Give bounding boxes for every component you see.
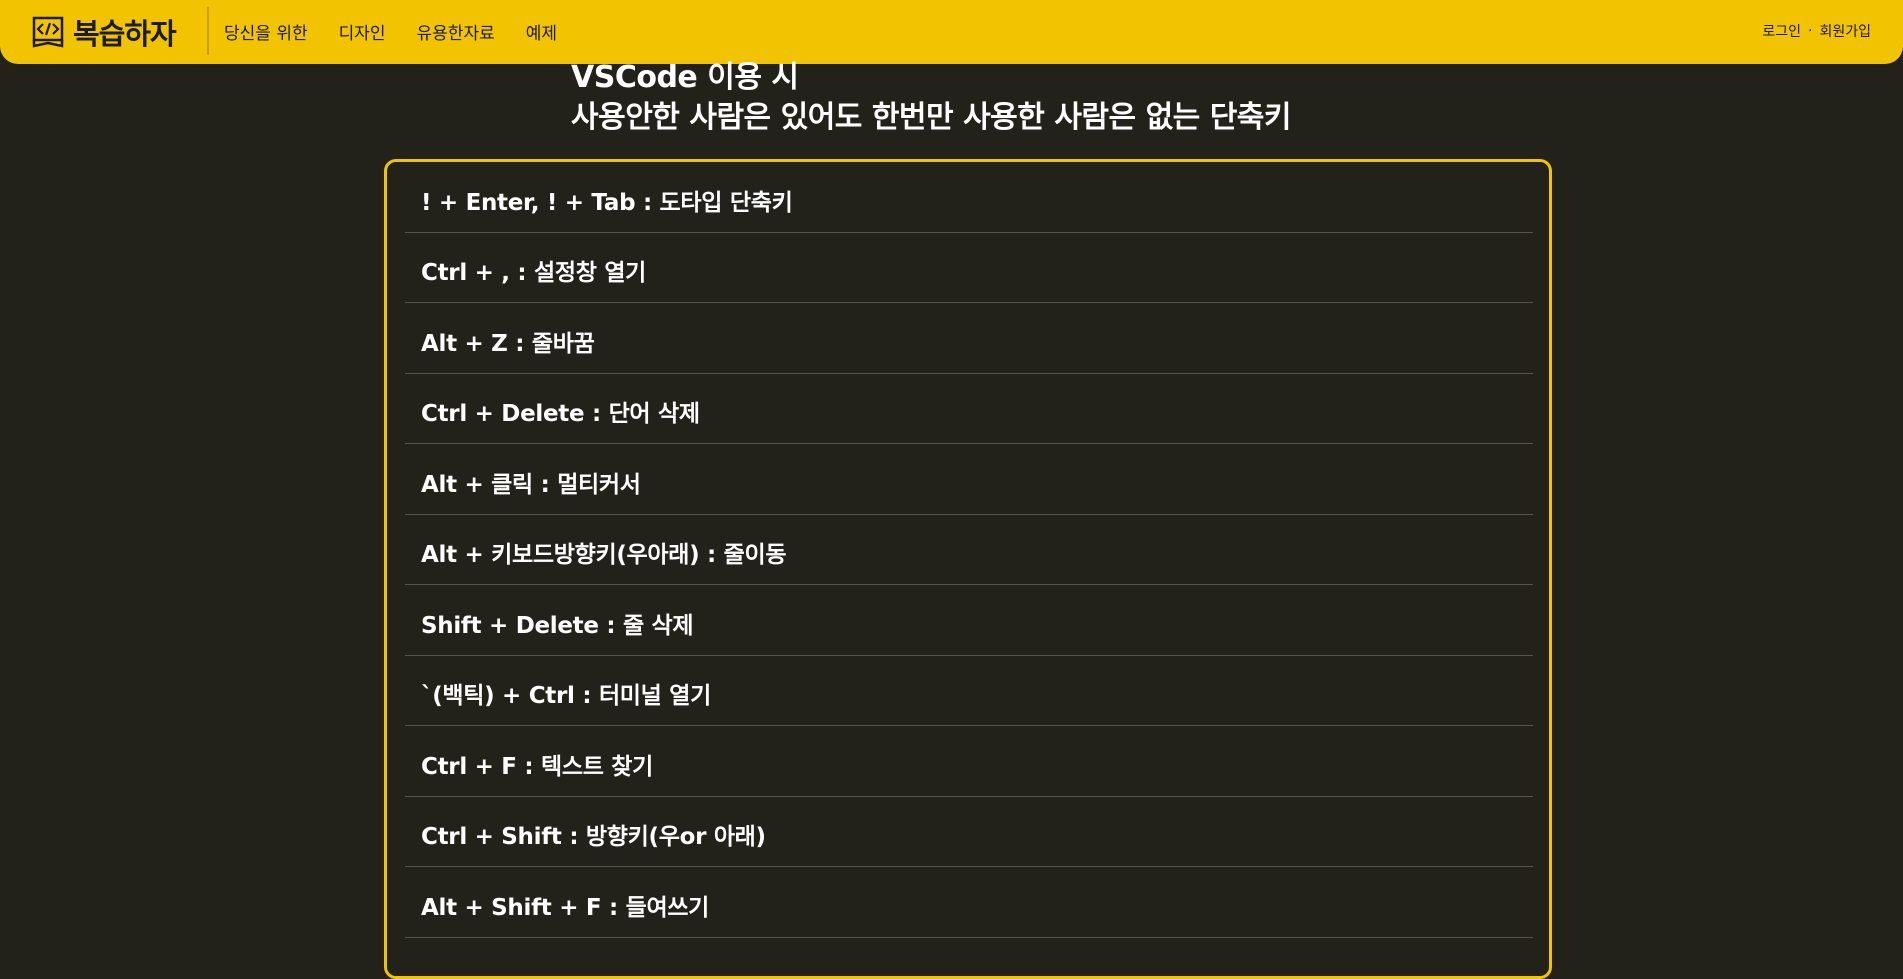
main-nav: 당신을 위한 디자인 유용한자료 예제 <box>224 0 588 62</box>
auth-links: 로그인 · 회원가입 <box>1762 0 1871 62</box>
shortcut-item: Ctrl + F : 텍스트 찾기 <box>405 726 1533 797</box>
shortcut-item: Shift + Delete : 줄 삭제 <box>405 585 1533 656</box>
shortcut-item: Ctrl + Delete : 단어 삭제 <box>405 374 1533 444</box>
nav-item-examples[interactable]: 예제 <box>525 23 558 44</box>
nav-item-for-you[interactable]: 당신을 위한 <box>224 23 308 44</box>
shortcut-item: Ctrl + , : 설정창 열기 <box>405 233 1533 303</box>
brand-logo[interactable]: 복습하자 <box>32 13 177 51</box>
shortcut-item: Alt + 키보드방향키(우아래) : 줄이동 <box>405 515 1533 585</box>
shortcut-item: Alt + Z : 줄바꿈 <box>405 303 1533 374</box>
shortcut-card: ! + Enter, ! + Tab : 도타입 단축키 Ctrl + , : … <box>384 159 1552 979</box>
page-title-line2: 사용안한 사람은 있어도 한번만 사용한 사람은 없는 단축키 <box>571 100 1292 135</box>
login-link[interactable]: 로그인 <box>1762 24 1802 40</box>
signup-link[interactable]: 회원가입 <box>1819 24 1871 40</box>
shortcut-item: ! + Enter, ! + Tab : 도타입 단축키 <box>405 162 1533 233</box>
shortcut-item: `(백틱) + Ctrl : 터미널 열기 <box>405 656 1533 726</box>
nav-item-resources[interactable]: 유용한자료 <box>416 23 495 44</box>
page-title: VSCode 이용 시 사용안한 사람은 있어도 한번만 사용한 사람은 없는 … <box>571 58 1292 138</box>
logo-divider <box>207 7 209 55</box>
top-nav-bar: 복습하자 당신을 위한 디자인 유용한자료 예제 로그인 · 회원가입 <box>0 0 1903 64</box>
code-book-icon <box>32 16 64 48</box>
page-title-line1: VSCode 이용 시 <box>571 60 799 95</box>
shortcut-list: ! + Enter, ! + Tab : 도타입 단축키 Ctrl + , : … <box>405 162 1533 938</box>
shortcut-item: Alt + 클릭 : 멀티커서 <box>405 444 1533 515</box>
shortcut-item: Alt + Shift + F : 들여쓰기 <box>405 867 1533 938</box>
shortcut-item: Ctrl + Shift : 방향키(우or 아래) <box>405 797 1533 867</box>
brand-name: 복습하자 <box>73 17 177 51</box>
auth-separator: · <box>1808 23 1813 39</box>
nav-item-design[interactable]: 디자인 <box>338 23 386 44</box>
